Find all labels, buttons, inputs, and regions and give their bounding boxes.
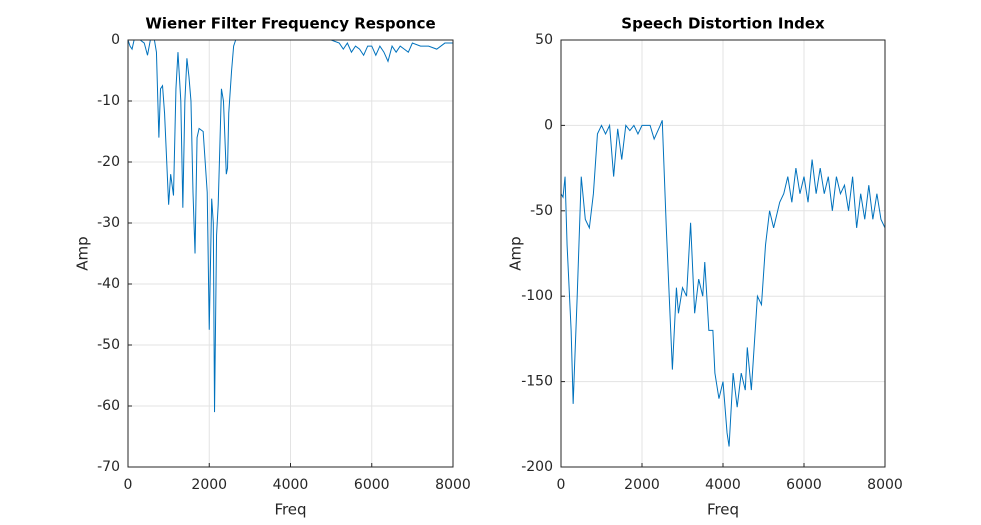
y-tick-label: -60 [97,398,120,414]
y-tick-label: -10 [97,93,120,109]
x-tick-label: 8000 [435,477,471,493]
axes-frame [560,39,886,468]
data-line [127,39,453,413]
chart-title: Wiener Filter Frequency Responce [145,15,435,33]
x-axis-label: Freq [707,501,739,519]
x-tick-label: 4000 [705,477,741,493]
x-tick-label: 4000 [273,477,309,493]
subplot: 0 2000 4000 6000 8000 -200 -150 -100 -50 0 50 Speec… [507,15,903,519]
x-axis-label: Freq [274,501,306,519]
y-tick-label: 0 [111,32,120,48]
y-tick-label: -20 [97,154,120,170]
x-tick-label: 0 [124,477,133,493]
y-tick-label: -200 [521,459,553,475]
y-tick-label: -40 [97,276,120,292]
chart-title: Speech Distortion Index [621,15,825,33]
x-tick-label: 6000 [786,477,822,493]
y-tick-label: -100 [521,288,553,304]
x-tick-label: 2000 [191,477,227,493]
axes-frame [127,39,454,468]
y-tick-label: 50 [535,32,553,48]
x-tick-label: 2000 [624,477,660,493]
x-tick-label: 0 [557,477,566,493]
y-tick-label: -150 [521,374,553,390]
y-tick-label: -50 [97,337,120,353]
data-line [560,120,886,447]
y-tick-label: -70 [97,459,120,475]
y-axis-label: Amp [507,236,525,270]
x-tick-label: 6000 [354,477,390,493]
y-tick-label: -30 [97,215,120,231]
y-tick-label: 0 [544,117,553,133]
x-tick-label: 8000 [867,477,903,493]
y-axis-label: Amp [74,236,92,270]
y-tick-label: -50 [530,203,553,219]
subplot: 0 2000 4000 6000 8000 -70 -60 -50 -40 -30 -20 -10 0 W… [74,15,471,519]
